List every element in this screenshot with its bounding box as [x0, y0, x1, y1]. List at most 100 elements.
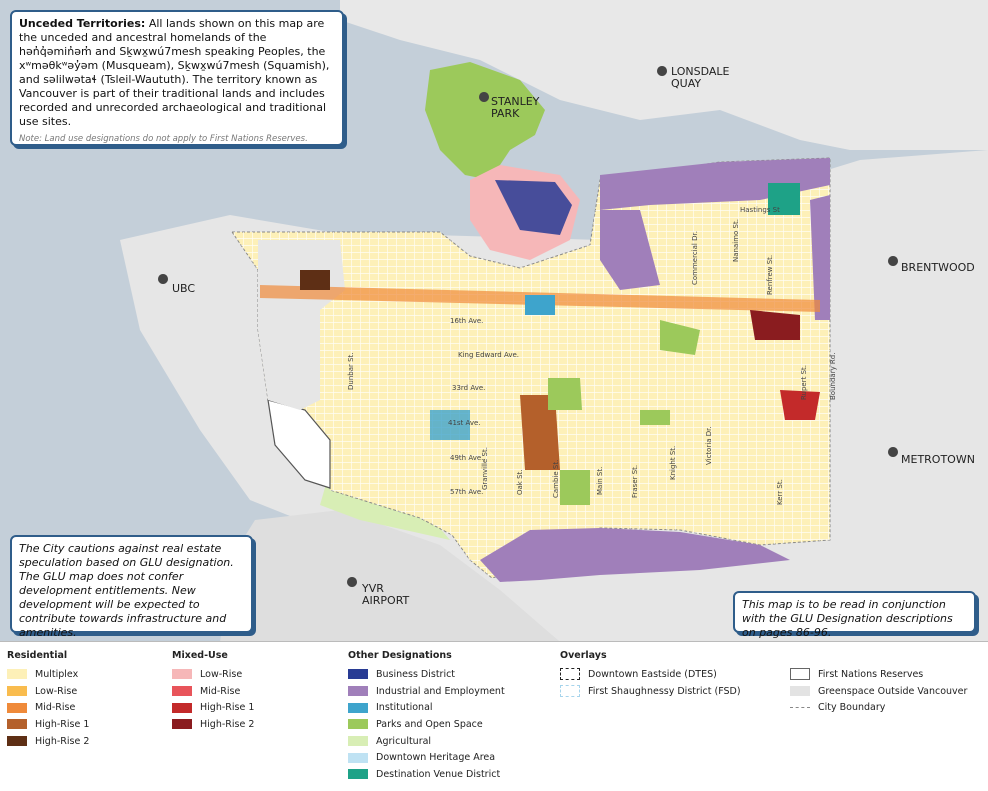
legend-item: High-Rise 2 [7, 733, 89, 750]
legend-swatch [172, 669, 192, 680]
institutional-2 [525, 295, 555, 315]
street-label: Granville St. [481, 447, 489, 490]
legend-group: Residential Multiplex Low-Rise Mid-Rise High… [7, 650, 89, 749]
legend-label: Agricultural [376, 735, 432, 747]
legend-swatch [348, 769, 368, 780]
fraser-industrial [480, 528, 790, 582]
legend-item: Mid-Rise [7, 699, 89, 716]
street-label: Knight St. [669, 446, 677, 480]
place-line: QUAY [671, 77, 702, 90]
caution-text: The City cautions against real estate sp… [19, 542, 234, 569]
legend-swatch [560, 685, 580, 698]
legend-title: Overlays [560, 650, 607, 661]
street-label: Dunbar St. [347, 352, 355, 390]
place-line: PARK [491, 107, 520, 120]
legend-swatch [172, 719, 192, 730]
legend-title [790, 650, 967, 662]
legend-swatch [7, 669, 27, 680]
legend-item: Low-Rise [172, 666, 254, 683]
nanaimo-hub [780, 390, 820, 420]
street-label: Nanaimo St. [732, 219, 740, 262]
legend-group: First Nations Reserves Greenspace Outside… [790, 650, 967, 716]
pin [888, 256, 899, 275]
street-label: Oak St. [516, 470, 524, 496]
legend-item: Business District [348, 666, 505, 683]
street-label: Victoria Dr. [705, 426, 713, 465]
legend-swatch [348, 702, 368, 713]
place-label: UBC [172, 283, 195, 295]
grandview-industrial [810, 195, 830, 320]
pin [657, 66, 668, 85]
legend-label: Institutional [376, 702, 433, 714]
high-rise-area [300, 270, 330, 290]
map: Hastings St 16th Ave. King Edward Ave. 3… [0, 0, 988, 642]
park-1 [560, 470, 590, 505]
stanley-park [425, 62, 545, 180]
legend-label: Greenspace Outside Vancouver [818, 685, 968, 697]
place-label: STANLEY PARK [491, 96, 539, 120]
place-label: METROTOWN [901, 454, 975, 466]
legend-item: Mid-Rise [172, 683, 254, 700]
street-label: Rupert St. [800, 365, 808, 400]
legend-label: City Boundary [818, 702, 886, 714]
legend-label: Downtown Heritage Area [376, 752, 496, 764]
street-label: Kerr St. [776, 479, 784, 505]
reading-text: This map is to be read in conjunction wi… [742, 598, 953, 639]
street-label: Commercial Dr. [691, 231, 699, 285]
legend-swatch [172, 686, 192, 697]
downtown-core [495, 180, 572, 235]
legend-label: Industrial and Employment [376, 685, 505, 697]
legend-item: High-Rise 1 [172, 699, 254, 716]
legend-label: Low-Rise [200, 668, 243, 680]
legend-item: Industrial and Employment [348, 683, 505, 700]
legend-swatch [7, 719, 27, 730]
legend-item: Multiplex [7, 666, 89, 683]
legend-swatch [348, 669, 368, 680]
info-box: Unceded Territories: All lands shown on … [10, 10, 344, 146]
legend-item: Parks and Open Space [348, 716, 505, 733]
info-note: Note: Land use designations do not apply… [19, 134, 308, 144]
queen-elizabeth-park [548, 378, 582, 410]
legend-label: First Shaughnessy District (FSD) [588, 685, 741, 697]
place-label: LONSDALE QUAY [671, 66, 730, 90]
place-line: BRENTWOOD [901, 261, 975, 274]
street-label: Fraser St. [631, 465, 639, 498]
legend-label: Mid-Rise [200, 685, 241, 697]
park-3 [660, 320, 700, 355]
caution-text: The GLU map does not confer development … [19, 570, 227, 639]
place-label: YVR AIRPORT [362, 583, 409, 607]
legend: Residential Multiplex Low-Rise Mid-Rise High… [0, 650, 988, 791]
legend-item: First Shaughnessy District (FSD) [560, 683, 741, 700]
place-line: LONSDALE [671, 65, 730, 78]
false-creek-flats [600, 210, 660, 290]
legend-title: Other Designations [348, 650, 452, 661]
legend-group: Overlays Downtown Eastside (DTES) First Sh… [560, 650, 741, 699]
legend-item: High-Rise 2 [172, 716, 254, 733]
legend-label: High-Rise 1 [200, 702, 255, 714]
legend-item: Agricultural [348, 733, 505, 750]
street-label: King Edward Ave. [458, 351, 519, 359]
institutional-1 [430, 410, 470, 440]
legend-swatch [7, 702, 27, 713]
legend-item: Destination Venue District [348, 766, 505, 783]
legend-swatch [348, 686, 368, 697]
pin [347, 576, 358, 596]
legend-swatch [790, 707, 810, 709]
pin [158, 274, 169, 293]
caution-box: The City cautions against real estate sp… [10, 535, 253, 639]
legend-group: Other Designations Business District Indus… [348, 650, 505, 783]
pne [768, 183, 800, 215]
legend-label: High-Rise 2 [200, 718, 255, 730]
place-line: YVR [362, 582, 384, 595]
street-grid [232, 158, 830, 578]
legend-swatch [7, 736, 27, 747]
place-label: BRENTWOOD [901, 262, 975, 274]
oakridge [520, 395, 560, 470]
legend-title: Mixed-Use [172, 650, 228, 661]
legend-item: Institutional [348, 699, 505, 716]
street-label: Boundary Rd. [829, 353, 837, 400]
street-label: Hastings St [740, 206, 780, 214]
pin [888, 447, 899, 466]
street-label: 57th Ave. [450, 488, 483, 496]
